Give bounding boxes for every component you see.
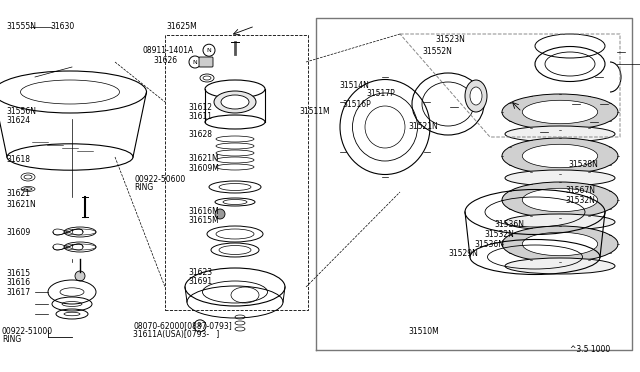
Text: 31621N: 31621N [6,200,36,209]
Text: 31511M: 31511M [300,107,330,116]
Text: 31617: 31617 [6,288,31,296]
Text: 31616M: 31616M [189,207,220,216]
Text: 31609M: 31609M [189,164,220,173]
Ellipse shape [502,94,618,130]
Circle shape [75,271,85,281]
Text: 31615: 31615 [6,269,31,278]
Text: 31516P: 31516P [342,100,371,109]
Ellipse shape [505,258,615,274]
Text: 31609: 31609 [6,228,31,237]
Text: 31517P: 31517P [366,89,395,97]
Text: 31567N: 31567N [566,186,596,195]
Text: 31529N: 31529N [448,249,478,258]
Ellipse shape [505,214,615,230]
Ellipse shape [221,95,249,109]
Text: 31611: 31611 [189,112,212,121]
Text: 31618: 31618 [6,155,31,164]
Ellipse shape [214,91,256,113]
Ellipse shape [522,100,598,124]
Text: 31621M: 31621M [189,154,220,163]
Text: 31510M: 31510M [408,327,439,336]
Text: 31630: 31630 [50,22,74,31]
Text: N: N [193,60,197,64]
Ellipse shape [502,226,618,262]
Ellipse shape [505,126,615,142]
Text: ^3.5 1000: ^3.5 1000 [570,345,610,354]
Text: 31523N: 31523N [435,35,465,44]
Circle shape [203,44,215,56]
Text: 08911-1401A: 08911-1401A [142,46,193,55]
Ellipse shape [465,80,487,112]
Text: 31691: 31691 [189,277,213,286]
Text: 31624: 31624 [6,116,31,125]
Text: RING: RING [2,335,21,344]
Text: 31532N: 31532N [566,196,596,205]
Text: 31555N: 31555N [6,22,36,31]
Circle shape [189,56,201,68]
Text: 31536N: 31536N [475,240,505,248]
Ellipse shape [502,138,618,174]
Text: B: B [198,323,202,328]
Text: 31521N: 31521N [408,122,438,131]
Text: 31612: 31612 [189,103,212,112]
Circle shape [215,209,225,219]
Text: 00922-50600: 00922-50600 [134,175,186,184]
Text: 31616: 31616 [6,278,31,287]
Text: 31552N: 31552N [422,47,452,56]
Ellipse shape [502,182,618,218]
Text: 31621: 31621 [6,189,31,198]
Ellipse shape [470,87,482,105]
Text: 00922-51000: 00922-51000 [2,327,53,336]
Text: 31538N: 31538N [568,160,598,169]
Text: 31615M: 31615M [189,216,220,225]
Text: 31532N: 31532N [484,230,515,239]
Text: N: N [207,48,211,53]
Text: 31623: 31623 [189,268,213,277]
Text: 31514N: 31514N [339,81,369,90]
Text: 31628: 31628 [189,130,212,139]
Text: RING: RING [134,183,154,192]
FancyBboxPatch shape [199,57,213,67]
Circle shape [194,320,206,332]
Text: 31625M: 31625M [166,22,197,31]
Text: 31611A(USA)[0793-   ]: 31611A(USA)[0793- ] [133,330,220,339]
Text: 08070-62000[0887-0793]: 08070-62000[0887-0793] [133,321,232,330]
Ellipse shape [522,188,598,212]
Text: 31556N: 31556N [6,107,36,116]
Ellipse shape [522,144,598,168]
Text: 31626: 31626 [154,56,178,65]
Text: 31536N: 31536N [495,220,525,229]
Ellipse shape [505,170,615,186]
Ellipse shape [522,232,598,256]
